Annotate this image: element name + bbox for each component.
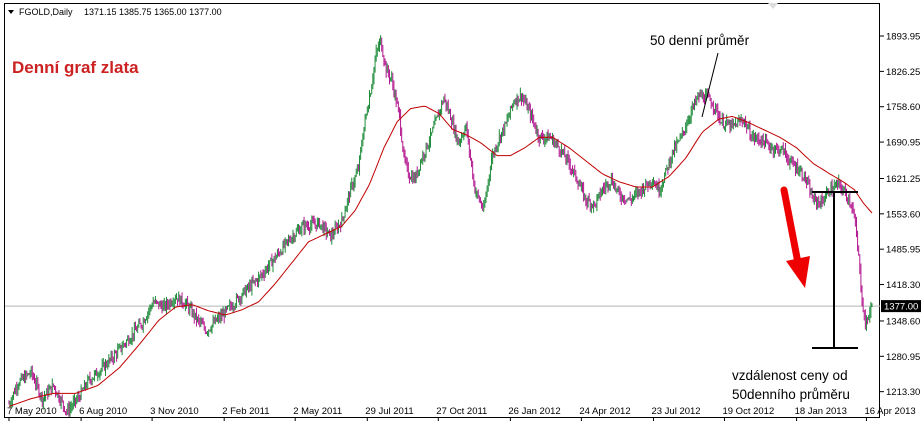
chart-shift-icon (768, 3, 778, 9)
y-tick-label: 1213.30 (886, 387, 920, 398)
y-tick-label: 1758.60 (886, 102, 920, 113)
x-tick-label: 6 Aug 2010 (79, 406, 127, 417)
chart-title: Denní graf zlata (12, 58, 139, 77)
y-tick-label: 1418.30 (886, 280, 920, 291)
current-price-label: 1377.00 (884, 302, 918, 313)
x-tick-label: 24 Apr 2012 (579, 406, 630, 417)
x-axis: 7 May 2010 6 Aug 2010 3 Nov 2010 2 Feb 2011… (7, 406, 916, 421)
x-tick-label: 3 Nov 2010 (150, 406, 199, 417)
x-tick-label: 23 Jul 2012 (651, 406, 700, 417)
distance-label-line1: vzdálenost ceny od (732, 368, 848, 383)
y-tick-label: 1893.95 (886, 32, 920, 43)
x-tick-label: 19 Oct 2012 (722, 406, 774, 417)
y-tick-label: 1553.60 (886, 209, 920, 220)
current-price-box (881, 300, 921, 313)
y-tick-label: 1621.25 (886, 174, 920, 185)
x-tick-label: 18 Jan 2013 (795, 406, 847, 417)
x-tick-label: 2 Feb 2011 (222, 406, 269, 417)
ma-label: 50 denní průměr (650, 33, 750, 48)
chart-header: FGOLD,Daily 1371.15 1385.75 1365.00 1377… (8, 3, 778, 17)
x-tick-label: 7 May 2010 (7, 406, 57, 417)
symbol-dropdown-icon[interactable] (8, 10, 14, 14)
y-tick-label: 1690.95 (886, 138, 920, 149)
ohlc-values: 1371.15 1385.75 1365.00 1377.00 (84, 7, 222, 17)
annotations: 50 denní průměr vzdálenost ceny od 50den… (650, 33, 858, 402)
y-tick-label: 1826.25 (886, 67, 920, 78)
ma-label-pointer (701, 52, 719, 118)
plot-frame (4, 3, 880, 418)
y-tick-label: 1485.95 (886, 245, 920, 256)
x-tick-label: 16 Apr 2013 (864, 406, 915, 417)
x-tick-label: 26 Jan 2012 (508, 406, 560, 417)
y-tick-label: 1280.95 (886, 352, 920, 363)
x-tick-label: 2 May 2011 (293, 406, 342, 417)
symbol-label: FGOLD,Daily (19, 7, 73, 17)
x-tick-label: 29 Jul 2011 (365, 406, 413, 417)
down-arrow-head (786, 256, 810, 288)
moving-average-line (8, 105, 873, 407)
current-price-tag: 1377.00 (881, 300, 921, 313)
y-tick-label: 1348.60 (886, 316, 920, 327)
distance-label-line2: 50denního průměru (732, 387, 850, 402)
x-tick-label: 27 Oct 2011 (436, 406, 487, 417)
down-arrow-shaft (780, 186, 802, 267)
